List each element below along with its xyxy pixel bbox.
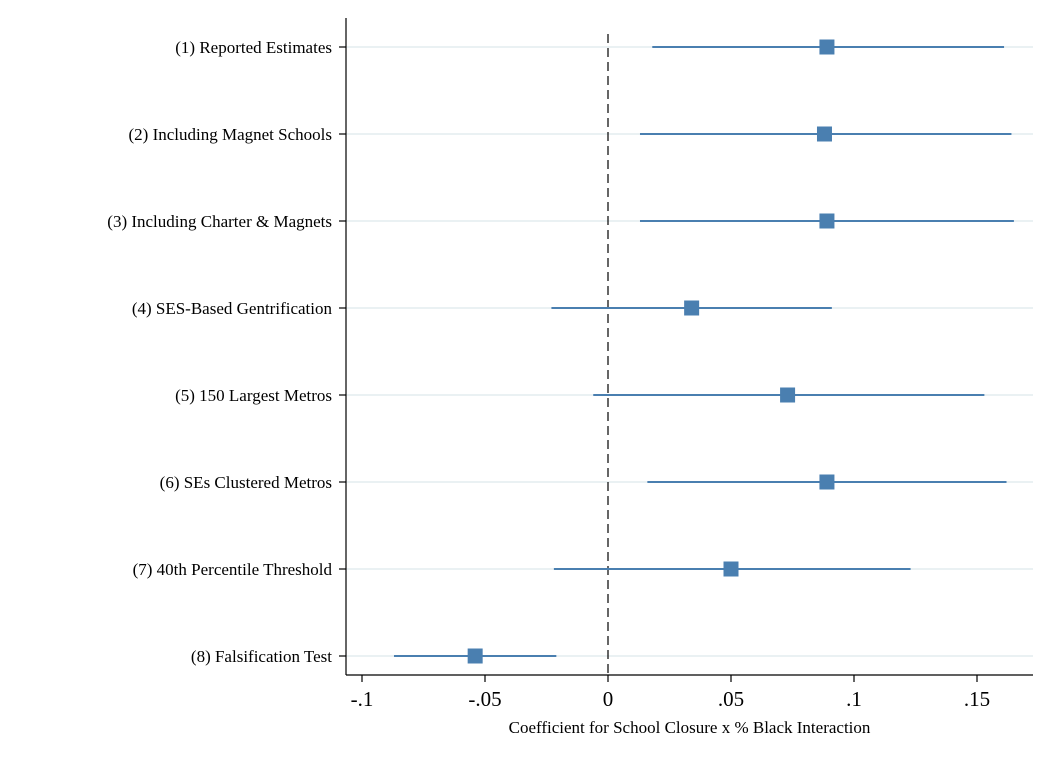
x-tick-label: -.1 [351, 687, 374, 711]
y-tick-label: (5) 150 Largest Metros [175, 386, 332, 405]
x-tick-label: .15 [964, 687, 990, 711]
y-tick-label: (3) Including Charter & Magnets [107, 212, 332, 231]
y-tick-label: (7) 40th Percentile Threshold [133, 560, 333, 579]
gridlines [346, 46, 1033, 657]
confidence-intervals [393, 46, 1014, 657]
y-tick-label: (2) Including Magnet Schools [129, 125, 333, 144]
point-estimates [467, 39, 835, 664]
estimate-marker [467, 648, 483, 664]
estimate-marker [780, 387, 796, 403]
x-axis-title: Coefficient for School Closure x % Black… [509, 718, 871, 737]
axes [339, 18, 1033, 682]
estimate-marker [819, 39, 835, 55]
x-tick-label: .1 [846, 687, 862, 711]
y-tick-label: (4) SES-Based Gentrification [132, 299, 333, 318]
estimate-marker [723, 561, 739, 577]
labels: (1) Reported Estimates (2) Including Magn… [107, 38, 990, 737]
y-tick-label: (8) Falsification Test [191, 647, 332, 666]
y-tick-label: (1) Reported Estimates [175, 38, 332, 57]
estimate-marker [816, 126, 832, 142]
estimate-marker [819, 474, 835, 490]
y-tick-label: (6) SEs Clustered Metros [160, 473, 332, 492]
x-tick-label: 0 [603, 687, 614, 711]
x-tick-label: .05 [718, 687, 744, 711]
estimate-marker [684, 300, 700, 316]
x-tick-label: -.05 [468, 687, 501, 711]
estimate-marker [819, 213, 835, 229]
